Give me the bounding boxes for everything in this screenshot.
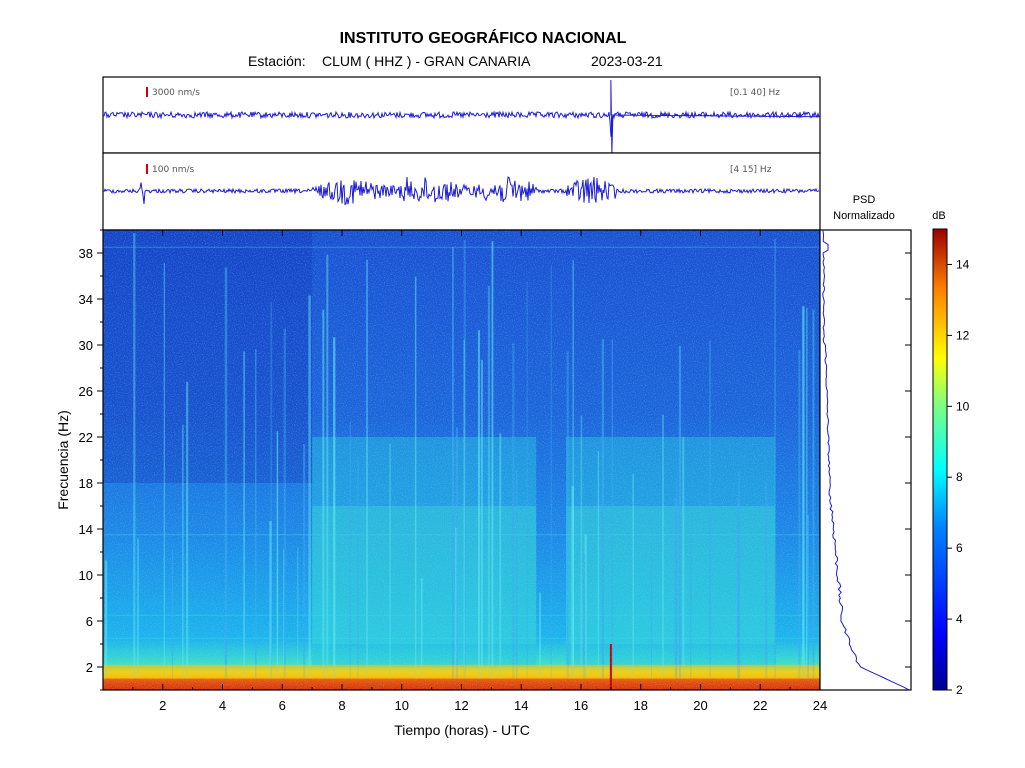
- x-tick-label: 10: [395, 698, 409, 713]
- y-axis-label: Frecuencia (Hz): [55, 410, 71, 510]
- x-tick-label: 6: [279, 698, 286, 713]
- amplitude-scale-marker: [146, 87, 148, 97]
- y-tick-label: 30: [79, 338, 93, 353]
- psd-title: PSD: [853, 194, 876, 206]
- colorbar-tick-label: 8: [956, 470, 963, 484]
- psd-curve: [822, 229, 910, 691]
- x-axis-label: Tiempo (horas) - UTC: [394, 722, 530, 738]
- trace-panel-broadband: 3000 nm/s [0.1 40] Hz: [102, 76, 821, 154]
- x-tick-label: 18: [634, 698, 648, 713]
- colorbar-tick-label: 4: [956, 612, 963, 626]
- y-tick-label: 34: [79, 292, 93, 307]
- date-label: 2023-03-21: [591, 53, 663, 69]
- colorbar-tick-label: 12: [956, 328, 970, 342]
- x-tick-label: 2: [159, 698, 166, 713]
- y-tick-label: 26: [79, 384, 93, 399]
- amplitude-scale-marker: [146, 164, 148, 174]
- y-tick-label: 10: [79, 568, 93, 583]
- psd-subtitle: Normalizado: [833, 210, 895, 222]
- filter-band-label: [0.1 40] Hz: [730, 88, 780, 98]
- filter-band-label: [4 15] Hz: [730, 165, 772, 175]
- amplitude-scale-label: 100 nm/s: [152, 165, 195, 175]
- colorbar-gradient: [932, 228, 948, 691]
- institute-title: INSTITUTO GEOGRÁFICO NACIONAL: [340, 28, 627, 47]
- x-tick-label: 4: [219, 698, 226, 713]
- x-tick-label: 12: [454, 698, 468, 713]
- y-tick-label: 18: [79, 476, 93, 491]
- seismic-trace-filtered: [103, 176, 820, 206]
- colorbar-tick-label: 2: [956, 683, 963, 697]
- x-tick-label: 20: [693, 698, 707, 713]
- x-tick-label: 16: [574, 698, 588, 713]
- y-tick-label: 38: [79, 246, 93, 261]
- colorbar-unit: dB: [932, 210, 945, 222]
- psd-frame: [819, 229, 912, 691]
- station-label: Estación:: [248, 53, 306, 69]
- y-tick-label: 6: [86, 614, 93, 629]
- colorbar-tick-label: 10: [956, 399, 970, 413]
- amplitude-scale-label: 3000 nm/s: [152, 88, 200, 98]
- trace-panel-filtered: 100 nm/s [4 15] Hz: [102, 152, 821, 231]
- colorbar: dB 2 4 6 8 10 12 14: [932, 210, 969, 697]
- spectrogram-noise-texture: [103, 230, 820, 690]
- y-tick-label: 2: [86, 660, 93, 675]
- y-tick-label: 14: [79, 522, 93, 537]
- spectrogram-panel: 2 4 6 8 10 12 14 16 18 20 22 24 261014182226303438 …: [55, 229, 827, 738]
- x-tick-label: 8: [338, 698, 345, 713]
- seismic-trace-broadband: [103, 79, 820, 154]
- colorbar-tick-label: 14: [956, 257, 970, 271]
- y-tick-label: 22: [79, 430, 93, 445]
- psd-panel: PSD Normalizado: [819, 194, 912, 691]
- x-tick-label: 14: [514, 698, 528, 713]
- x-tick-label: 24: [813, 698, 827, 713]
- x-tick-label: 22: [753, 698, 767, 713]
- station-name: CLUM ( HHZ ) - GRAN CANARIA: [322, 53, 531, 69]
- colorbar-tick-label: 6: [956, 541, 963, 555]
